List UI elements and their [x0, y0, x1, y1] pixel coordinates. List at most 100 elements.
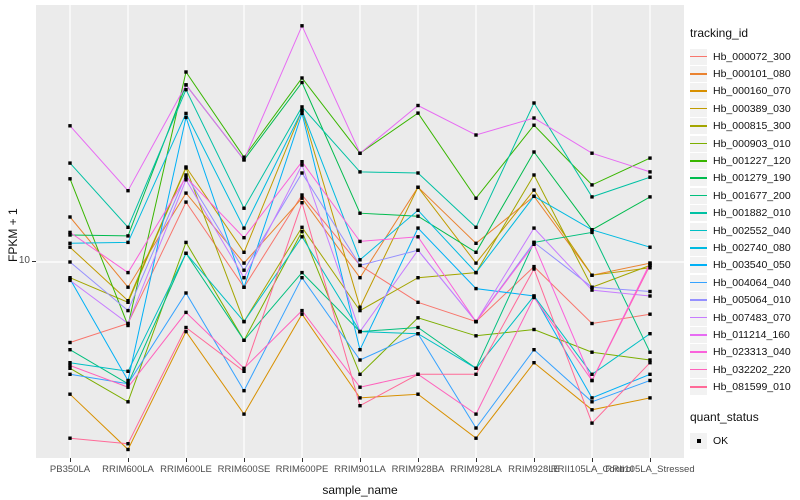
- data-point: [68, 361, 72, 365]
- data-point: [242, 389, 246, 393]
- legend-item-quant-ok: OK: [690, 432, 800, 449]
- x-axis-tick-mark: [534, 458, 535, 462]
- data-point: [590, 228, 594, 232]
- data-point: [532, 194, 536, 198]
- legend-item-Hb_011214_160: Hb_011214_160: [690, 326, 800, 343]
- data-point: [648, 332, 652, 336]
- legend-item-label: Hb_005064_010: [713, 294, 791, 307]
- data-point: [242, 158, 246, 162]
- x-axis-tick-mark: [360, 458, 361, 462]
- data-point: [416, 185, 420, 189]
- data-point: [68, 233, 72, 237]
- data-point: [416, 235, 420, 239]
- data-point: [184, 240, 188, 245]
- data-point: [184, 291, 188, 295]
- data-point: [300, 80, 304, 85]
- data-point: [184, 251, 188, 255]
- legend-item-label: Hb_000160_070: [713, 85, 791, 98]
- data-point: [300, 201, 304, 205]
- data-point: [416, 248, 420, 252]
- data-point: [184, 83, 188, 87]
- data-point: [300, 76, 304, 80]
- data-point: [648, 372, 652, 376]
- x-axis-tick-mark: [244, 458, 245, 462]
- data-point: [532, 123, 536, 127]
- line-swatch-icon: [690, 333, 707, 336]
- legend-item-Hb_032202_220: Hb_032202_220: [690, 361, 800, 378]
- data-point: [590, 195, 594, 199]
- data-point: [474, 334, 478, 338]
- data-point: [648, 294, 652, 298]
- data-point: [300, 105, 304, 109]
- data-point: [126, 385, 130, 389]
- legend-item-label: Hb_001882_010: [713, 207, 791, 220]
- data-point: [474, 436, 478, 440]
- x-axis-tick-label: RRIM600PE: [275, 464, 329, 475]
- data-point: [126, 240, 130, 245]
- legend-key-box: [690, 309, 707, 326]
- data-point: [242, 250, 246, 254]
- legend-key-box: [690, 170, 707, 187]
- line-swatch-icon: [690, 299, 707, 301]
- data-point: [416, 214, 420, 218]
- legend-item-label: Hb_000072_300: [713, 50, 791, 63]
- x-axis-tick-mark: [592, 458, 593, 462]
- data-point: [68, 260, 72, 264]
- data-point: [242, 268, 246, 272]
- data-point: [358, 348, 362, 352]
- data-point: [300, 108, 304, 113]
- data-point: [532, 226, 536, 230]
- legend-key-box: [690, 326, 707, 343]
- legend-item-Hb_000903_010: Hb_000903_010: [690, 135, 800, 152]
- line-swatch-icon: [690, 142, 707, 145]
- data-point: [242, 285, 246, 289]
- data-point: [184, 191, 188, 195]
- data-point: [126, 300, 130, 304]
- legend-item-Hb_001279_190: Hb_001279_190: [690, 170, 800, 187]
- data-point: [300, 111, 304, 116]
- data-point: [532, 116, 536, 120]
- legend-item-Hb_023313_040: Hb_023313_040: [690, 344, 800, 361]
- data-point: [648, 289, 652, 294]
- data-point: [590, 400, 594, 404]
- line-swatch-icon: [690, 194, 707, 197]
- data-point: [532, 267, 536, 271]
- data-point: [300, 276, 304, 280]
- data-point: [590, 396, 594, 400]
- data-point: [242, 319, 246, 324]
- data-point: [184, 111, 188, 116]
- data-point: [358, 258, 362, 262]
- data-point: [68, 366, 72, 370]
- data-point: [126, 447, 130, 452]
- data-point: [648, 350, 652, 354]
- data-point: [300, 229, 304, 234]
- data-point: [474, 366, 478, 370]
- data-point: [590, 378, 594, 383]
- data-point: [184, 200, 188, 204]
- data-point: [300, 308, 304, 313]
- legend-item-label: Hb_000903_010: [713, 137, 791, 150]
- data-point: [68, 230, 72, 235]
- data-point: [184, 70, 188, 74]
- legend-item-Hb_000072_300: Hb_000072_300: [690, 48, 800, 65]
- y-axis-title: FPKM + 1: [6, 208, 20, 262]
- data-point: [416, 171, 420, 175]
- data-point: [474, 196, 478, 200]
- data-point: [300, 312, 304, 316]
- data-point: [358, 372, 362, 376]
- data-point: [358, 170, 362, 174]
- data-point: [184, 325, 188, 330]
- data-point: [184, 115, 188, 120]
- data-point: [590, 288, 594, 292]
- line-swatch-icon: [690, 107, 707, 110]
- legend-item-label: Hb_001677_200: [713, 189, 791, 202]
- data-point: [300, 270, 304, 275]
- data-point: [68, 363, 72, 368]
- line-swatch-icon: [690, 316, 707, 319]
- data-point: [68, 372, 72, 376]
- data-point: [126, 321, 130, 326]
- data-point: [590, 421, 594, 425]
- legend-key-box: [690, 344, 707, 361]
- data-point: [416, 103, 420, 108]
- legend-key-box: [690, 153, 707, 170]
